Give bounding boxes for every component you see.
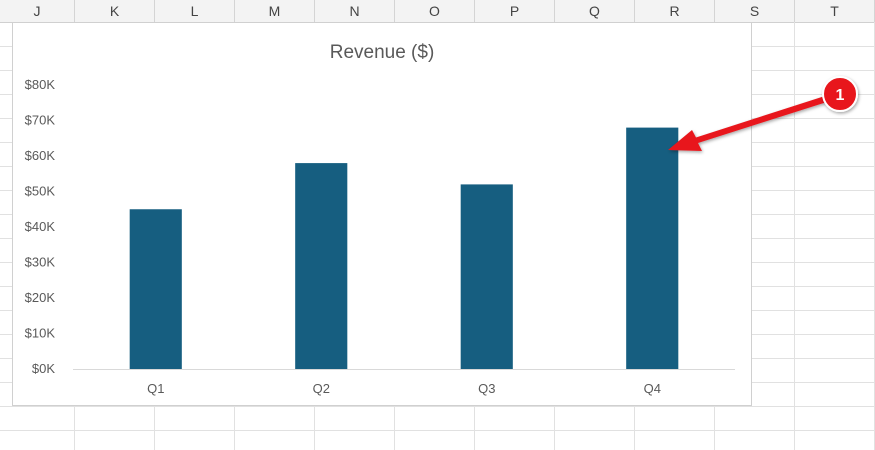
bar-q3[interactable] bbox=[460, 184, 513, 369]
bar-q2[interactable] bbox=[295, 163, 348, 369]
x-tick-label: Q4 bbox=[644, 381, 661, 396]
column-header-m[interactable]: M bbox=[235, 0, 315, 22]
grid-row-line bbox=[0, 406, 875, 407]
y-tick-label: $60K bbox=[25, 148, 56, 163]
chart-title: Revenue ($) bbox=[330, 42, 435, 63]
y-tick-label: $40K bbox=[25, 219, 56, 234]
column-header-t[interactable]: T bbox=[795, 0, 875, 22]
bars bbox=[129, 127, 679, 369]
bar-chart: Revenue ($) $0K$10K$20K$30K$40K$50K$60K$… bbox=[25, 42, 735, 396]
bar-q4[interactable] bbox=[626, 127, 679, 369]
x-axis: Q1 Q2 Q3 Q4 bbox=[73, 369, 735, 396]
column-header-s[interactable]: S bbox=[715, 0, 795, 22]
chart-area[interactable]: Revenue ($) $0K $10K $20K $30K $40K $50K $60K $… bbox=[12, 22, 752, 406]
y-tick-label: $50K bbox=[25, 184, 56, 199]
column-header-p[interactable]: P bbox=[475, 0, 555, 22]
column-header-n[interactable]: N bbox=[315, 0, 395, 22]
y-axis: $0K $10K $20K $30K $40K $50K $60K $70K $80K bbox=[25, 77, 56, 376]
y-tick-label: $30K bbox=[25, 255, 56, 270]
column-header-q[interactable]: Q bbox=[555, 0, 635, 22]
column-header-j[interactable]: J bbox=[0, 0, 75, 22]
y-tick-label: $20K bbox=[25, 290, 56, 305]
column-header-k[interactable]: K bbox=[75, 0, 155, 22]
x-tick-label: Q2 bbox=[313, 381, 330, 396]
y-tick-label: $10K bbox=[25, 326, 56, 341]
grid-column-line bbox=[794, 22, 795, 450]
bar-q1[interactable] bbox=[129, 209, 182, 369]
x-tick-label: Q1 bbox=[147, 381, 164, 396]
y-tick-label: $0K bbox=[32, 361, 55, 376]
y-tick-label: $80K bbox=[25, 77, 56, 92]
grid-row-line bbox=[0, 430, 875, 431]
y-tick-label: $70K bbox=[25, 113, 56, 128]
column-header-r[interactable]: R bbox=[635, 0, 715, 22]
x-tick-label: Q3 bbox=[478, 381, 495, 396]
column-header-o[interactable]: O bbox=[395, 0, 475, 22]
column-header-l[interactable]: L bbox=[155, 0, 235, 22]
